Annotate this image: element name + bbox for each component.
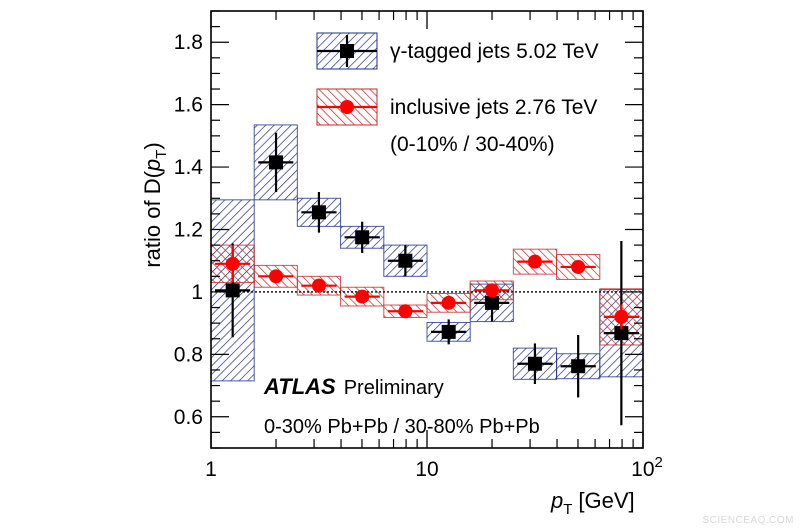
y-axis-ticks: 0.6 0.8 1 1.2 1.4 1.6 1.8	[174, 10, 643, 449]
x-tick-label-1: 10	[415, 458, 438, 481]
y-tick-label-6: 1.8	[174, 31, 203, 54]
marker-circle-8	[571, 259, 586, 274]
watermark: SCIENCEAQ.COM	[702, 515, 794, 526]
data-points	[215, 132, 639, 426]
marker-square-6	[485, 295, 500, 310]
atlas-annotation: ATLAS Preliminary 0-30% Pb+Pb / 30-80% Pb…	[263, 374, 540, 438]
marker-square-0	[225, 283, 240, 298]
legend-note: (0-10% / 30-40%)	[390, 133, 555, 156]
marker-square-5	[441, 324, 456, 339]
x-axis-ticks: 1 10 102	[205, 11, 663, 481]
marker-square-1	[269, 155, 284, 170]
marker-circle-7	[527, 254, 542, 269]
marker-square-2	[311, 205, 326, 220]
marker-circle-4	[398, 304, 413, 319]
marker-square-7	[527, 356, 542, 371]
y-tick-label-4: 1.4	[174, 156, 204, 179]
atlas-status: Preliminary	[344, 377, 444, 399]
marker-square-9	[614, 326, 629, 341]
marker-square-8	[571, 359, 586, 374]
y-axis-title-var: p	[140, 159, 165, 172]
marker-square-3	[355, 230, 370, 245]
x-tick-label-2: 102	[631, 454, 663, 481]
y-tick-label-0: 0.6	[174, 406, 203, 429]
centrality-label: 0-30% Pb+Pb / 30-80% Pb+Pb	[264, 416, 540, 438]
x-axis-title-sub: T	[563, 501, 572, 518]
x-tick-label-base: 10	[415, 458, 438, 481]
x-axis-title: pT [GeV]	[550, 488, 635, 518]
y-axis-title-suffix: )	[140, 142, 165, 149]
marker-circle-1	[269, 269, 284, 284]
y-tick-label-1: 0.8	[174, 343, 203, 366]
y-axis-title: ratio of D(pT)	[140, 142, 170, 267]
marker-circle-2	[311, 278, 326, 293]
x-axis-title-var: p	[550, 488, 563, 513]
x-axis-title-unit: [GeV]	[578, 488, 634, 513]
marker-circle-9	[614, 309, 629, 324]
legend: γ-tagged jets 5.02 TeV inclusive jets 2.…	[316, 32, 599, 156]
atlas-label: ATLAS Preliminary	[263, 374, 444, 399]
legend-entry-inclusive: inclusive jets 2.76 TeV	[316, 88, 597, 126]
legend-marker-gamma-tagged	[340, 44, 354, 58]
marker-circle-0	[225, 256, 240, 271]
legend-label-gamma-tagged: γ-tagged jets 5.02 TeV	[390, 40, 599, 63]
x-tick-label-0: 1	[205, 458, 217, 481]
x-tick-label-exponent: 2	[655, 454, 663, 471]
y-tick-label-5: 1.6	[174, 94, 203, 117]
y-axis-title-sub: T	[153, 150, 170, 159]
y-tick-label-2: 1	[191, 281, 203, 304]
marker-circle-3	[355, 289, 370, 304]
x-tick-label-base: 1	[205, 458, 217, 481]
legend-marker-inclusive	[340, 100, 354, 114]
legend-entry-gamma-tagged: γ-tagged jets 5.02 TeV	[316, 32, 599, 70]
y-axis-title-prefix: ratio of D(	[140, 170, 165, 267]
marker-circle-5	[441, 295, 456, 310]
marker-circle-6	[485, 283, 500, 298]
x-tick-label-base: 10	[631, 458, 654, 481]
marker-square-4	[398, 253, 413, 268]
atlas-brand: ATLAS	[263, 374, 336, 399]
y-tick-label-3: 1.2	[174, 219, 203, 242]
legend-label-inclusive: inclusive jets 2.76 TeV	[390, 96, 597, 119]
